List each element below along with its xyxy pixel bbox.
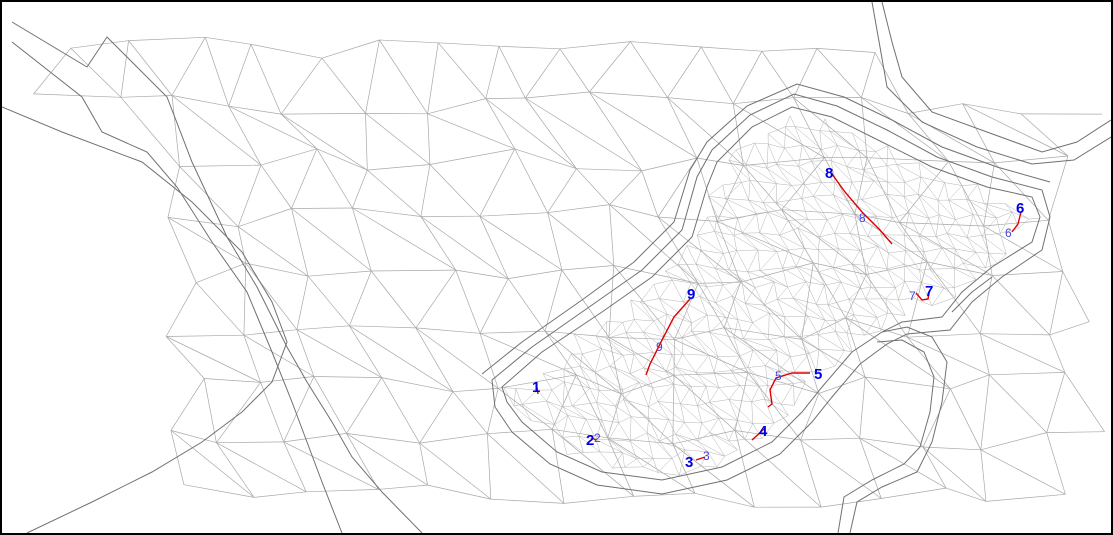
track-1 xyxy=(535,381,539,395)
track-5 xyxy=(767,372,810,408)
marker-8-end-label: 8 xyxy=(859,211,866,225)
marker-7-start-label[interactable]: 7 xyxy=(925,283,933,300)
track-2 xyxy=(591,437,597,441)
marker-8-start-label[interactable]: 8 xyxy=(825,165,833,182)
track-4 xyxy=(751,428,765,441)
marker-9-end-label: 9 xyxy=(656,340,663,354)
marker-6-start-label[interactable]: 6 xyxy=(1016,200,1024,217)
marker-2-end-label: 2 xyxy=(594,431,601,445)
track-7 xyxy=(915,292,930,301)
marker-9-start-label[interactable]: 9 xyxy=(687,286,695,303)
marker-4-start-label[interactable]: 4 xyxy=(759,423,768,440)
marker-6-end-label: 6 xyxy=(1005,226,1012,240)
marker-3-end-label: 3 xyxy=(703,449,710,463)
track-9 xyxy=(645,298,691,376)
track-3 xyxy=(695,456,706,461)
track-6 xyxy=(1011,211,1022,233)
label-layer: 1 2 2 3 3 4 5 5 6 6 7 7 8 8 9 9 xyxy=(532,165,1024,471)
marker-5-start-label[interactable]: 5 xyxy=(814,366,822,383)
marker-7-end-label: 7 xyxy=(909,289,916,303)
marker-1-start-label[interactable]: 1 xyxy=(532,379,540,396)
track-layer xyxy=(535,173,1022,461)
marker-5-end-label: 5 xyxy=(775,369,782,383)
marker-3-start-label[interactable]: 3 xyxy=(685,454,693,471)
marker-2-start-label[interactable]: 2 xyxy=(586,432,594,449)
dense-mesh-layer xyxy=(503,115,1040,476)
track-8 xyxy=(831,173,893,245)
